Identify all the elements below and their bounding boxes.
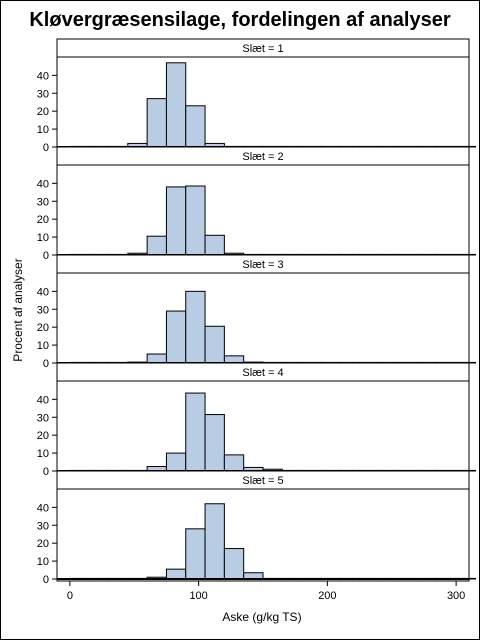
panel-slaet-3: Slæt = 3 0 10 20 30 40 bbox=[37, 254, 476, 370]
y-tick-label: 30 bbox=[37, 196, 49, 208]
y-tick-label: 0 bbox=[43, 358, 49, 370]
y-axis-label: Procent af analyser bbox=[11, 258, 25, 361]
y-tick-label: 10 bbox=[37, 232, 49, 244]
chart-title: Kløvergræsensilage, fordelingen af analy… bbox=[29, 9, 451, 31]
histogram-bar bbox=[185, 290, 206, 364]
y-tick-label: 20 bbox=[37, 322, 49, 334]
panel-frame bbox=[56, 380, 470, 474]
panel-frame bbox=[56, 272, 470, 366]
y-tick-label: 40 bbox=[37, 502, 49, 514]
panel-frame bbox=[56, 56, 470, 150]
y-tick-label: 40 bbox=[37, 394, 49, 406]
y-tick-label: 30 bbox=[37, 412, 49, 424]
y-tick-label: 40 bbox=[37, 286, 49, 298]
panel-label: Slæt = 1 bbox=[242, 43, 283, 55]
histogram-bar bbox=[204, 234, 225, 256]
histogram-bar bbox=[185, 185, 206, 256]
y-tick-label: 0 bbox=[43, 142, 49, 154]
panel-slaet-2: Slæt = 2 0 10 20 30 40 bbox=[37, 146, 476, 262]
histogram-bar bbox=[165, 62, 187, 148]
histogram-bar bbox=[146, 353, 167, 364]
histogram-bar bbox=[165, 310, 187, 364]
y-tick-label: 0 bbox=[43, 250, 49, 262]
panel-slaet-5: Slæt = 5 0 10 20 30 40 bbox=[37, 470, 476, 586]
panel-label: Slæt = 4 bbox=[242, 367, 283, 379]
panel-label: Slæt = 5 bbox=[242, 475, 283, 487]
y-tick-label: 40 bbox=[37, 178, 49, 190]
y-tick-label: 10 bbox=[37, 556, 49, 568]
histogram-bar bbox=[223, 454, 245, 472]
histogram-bar bbox=[185, 528, 206, 580]
y-tick-label: 20 bbox=[37, 106, 49, 118]
y-tick-label: 20 bbox=[37, 430, 49, 442]
y-tick-label: 20 bbox=[37, 538, 49, 550]
histogram-bar bbox=[223, 355, 245, 364]
y-tick-label: 10 bbox=[37, 448, 49, 460]
panel-label: Slæt = 2 bbox=[242, 151, 283, 163]
y-tick-label: 10 bbox=[37, 340, 49, 352]
histogram-bar bbox=[204, 414, 225, 472]
histogram-bar bbox=[146, 235, 167, 256]
x-tick-label: 0 bbox=[67, 590, 73, 602]
y-tick-label: 0 bbox=[43, 466, 49, 478]
x-tick-label: 100 bbox=[189, 590, 207, 602]
y-tick-label: 10 bbox=[37, 124, 49, 136]
panel-frame bbox=[56, 164, 470, 258]
histogram-bar bbox=[165, 452, 187, 472]
x-axis-label: Aske (g/kg TS) bbox=[222, 610, 301, 624]
histogram-bar bbox=[204, 325, 225, 364]
x-tick-label: 300 bbox=[447, 590, 465, 602]
histogram-bar bbox=[185, 392, 206, 472]
panel-slaet-4: Slæt = 4 0 10 20 30 40 bbox=[37, 362, 476, 478]
panel-slaet-1: Slæt = 1 0 10 20 30 40 bbox=[37, 38, 476, 154]
histogram-bar bbox=[146, 98, 167, 148]
x-tick-label: 200 bbox=[318, 590, 336, 602]
histogram-bar bbox=[185, 105, 206, 148]
y-tick-label: 20 bbox=[37, 214, 49, 226]
y-tick-label: 30 bbox=[37, 304, 49, 316]
y-tick-label: 0 bbox=[43, 574, 49, 586]
y-tick-label: 30 bbox=[37, 88, 49, 100]
panel-label: Slæt = 3 bbox=[242, 259, 283, 271]
histogram-bar bbox=[165, 568, 187, 580]
panel-frame bbox=[56, 488, 470, 582]
y-tick-label: 40 bbox=[37, 70, 49, 82]
histogram-bar bbox=[165, 186, 187, 256]
y-tick-label: 30 bbox=[37, 520, 49, 532]
histogram-bar bbox=[223, 548, 245, 580]
histogram-bar bbox=[204, 503, 225, 580]
